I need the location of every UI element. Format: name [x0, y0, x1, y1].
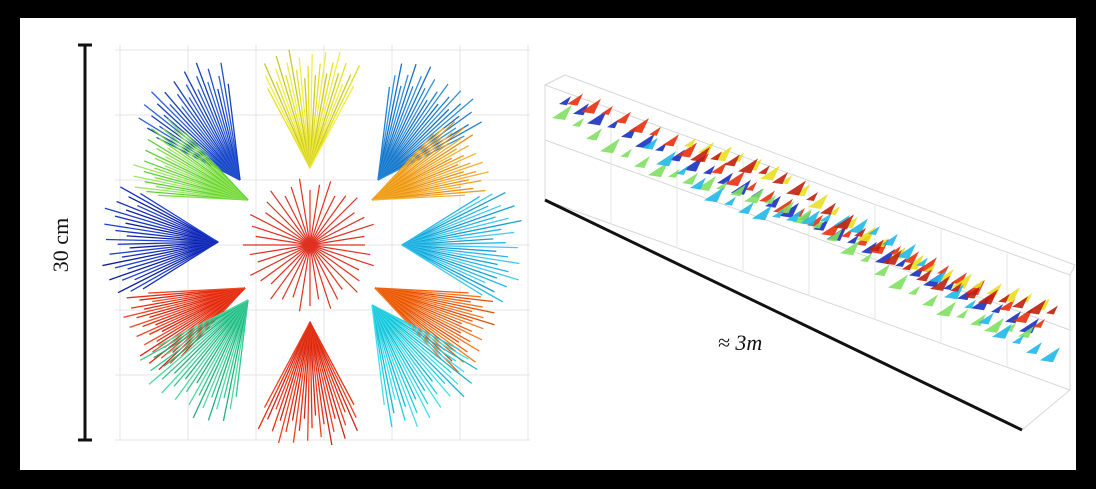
length-label: ≈ 3m [718, 330, 762, 355]
figure: 30 cm ≈ 3m [0, 0, 1096, 489]
scale-label: 30 cm [48, 218, 73, 272]
